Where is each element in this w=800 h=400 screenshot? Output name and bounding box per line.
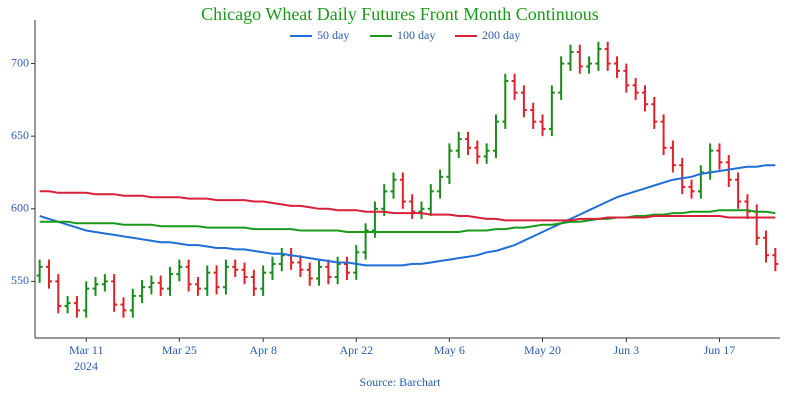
moving-average-line <box>39 190 776 222</box>
x-tick-label: May 20 <box>524 343 561 357</box>
x-tick-label: Mar 25 <box>162 343 197 357</box>
x-tick-label: Jun 17 <box>704 343 736 357</box>
y-tick-label: 650 <box>11 128 29 142</box>
moving-average-line <box>39 209 776 233</box>
legend-label: 200 day <box>482 28 520 42</box>
legend-label: 100 day <box>397 28 435 42</box>
y-tick-label: 700 <box>11 55 29 69</box>
x-tick-label: Apr 22 <box>339 343 373 357</box>
chart-title: Chicago Wheat Daily Futures Front Month … <box>201 4 599 24</box>
source: Source: Barchart <box>360 375 442 389</box>
y-tick-label: 550 <box>11 273 29 287</box>
x-year-label: 2024 <box>74 359 98 373</box>
moving-average-line <box>39 164 776 267</box>
x-tick-label: Jun 3 <box>614 343 640 357</box>
legend-label: 50 day <box>317 28 349 42</box>
y-tick-label: 600 <box>11 201 29 215</box>
x-tick-label: Mar 11 <box>69 343 104 357</box>
x-tick-label: Apr 8 <box>249 343 277 357</box>
x-tick-label: May 6 <box>434 343 465 357</box>
